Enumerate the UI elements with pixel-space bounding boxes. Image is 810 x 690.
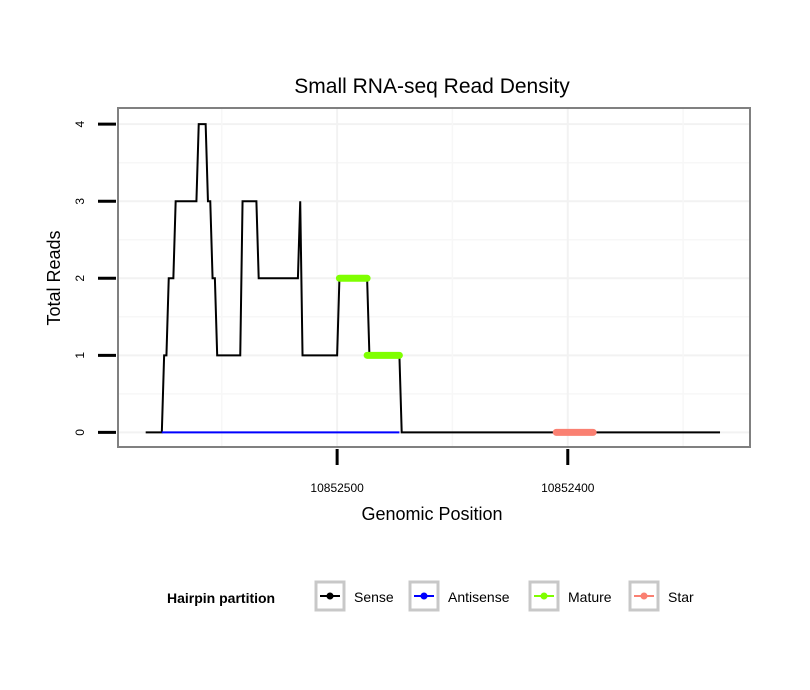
legend-key-dot [420, 592, 428, 600]
y-tick-label: 4 [73, 121, 87, 128]
legend-label-antisense: Antisense [448, 589, 510, 605]
x-axis-label: Genomic Position [361, 504, 502, 524]
legend-key-dot [326, 592, 334, 600]
series-layer [145, 123, 721, 436]
legend-key-dot [640, 592, 648, 600]
legend-title: Hairpin partition [167, 590, 275, 606]
grid [118, 108, 750, 447]
legend-key-dot [540, 592, 548, 600]
legend-label-mature: Mature [568, 589, 612, 605]
y-tick-label: 0 [73, 429, 87, 436]
chart-title: Small RNA-seq Read Density [294, 75, 570, 98]
legend-label-sense: Sense [354, 589, 394, 605]
y-axis-label: Total Reads [44, 230, 64, 325]
legend: Hairpin partition Sense Antisense Mature St… [167, 580, 694, 612]
x-tick-label: 10852500 [310, 481, 364, 495]
legend-label-star: Star [668, 589, 694, 605]
panel-border [117, 107, 751, 448]
x-tick-label: 10852400 [541, 481, 595, 495]
y-tick-label: 2 [73, 275, 87, 282]
axes: 0 1 2 3 4 10852500 10852400 [73, 121, 595, 495]
y-tick-label: 1 [73, 352, 87, 359]
y-tick-label: 3 [73, 198, 87, 205]
